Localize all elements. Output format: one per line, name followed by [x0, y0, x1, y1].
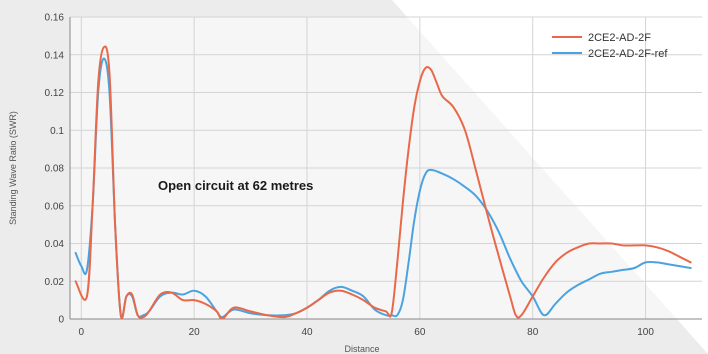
y-tick-label: 0.12	[45, 88, 65, 99]
x-tick-label: 0	[79, 327, 85, 338]
x-tick-label: 20	[189, 327, 201, 338]
y-tick-label: 0.04	[45, 239, 65, 250]
legend-label: 2CE2-AD-2F-ref	[588, 48, 668, 60]
y-tick-label: 0.16	[45, 13, 65, 24]
legend-label: 2CE2-AD-2F	[588, 32, 651, 44]
y-tick-label: 0.08	[45, 164, 65, 175]
x-axis-label: Distance	[344, 344, 379, 354]
x-tick-label: 40	[301, 327, 313, 338]
x-tick-label: 80	[527, 327, 539, 338]
y-tick-label: 0.06	[45, 201, 65, 212]
x-tick-label: 60	[414, 327, 426, 338]
x-tick-label: 100	[637, 327, 654, 338]
y-tick-label: 0	[58, 315, 64, 326]
annotation-text: Open circuit at 62 metres	[158, 178, 313, 193]
y-tick-label: 0.1	[50, 126, 64, 137]
y-axis-label: Standing Wave Ratio (SWR)	[8, 111, 18, 225]
y-tick-label: 0.14	[45, 50, 65, 61]
y-tick-label: 0.02	[45, 277, 65, 288]
